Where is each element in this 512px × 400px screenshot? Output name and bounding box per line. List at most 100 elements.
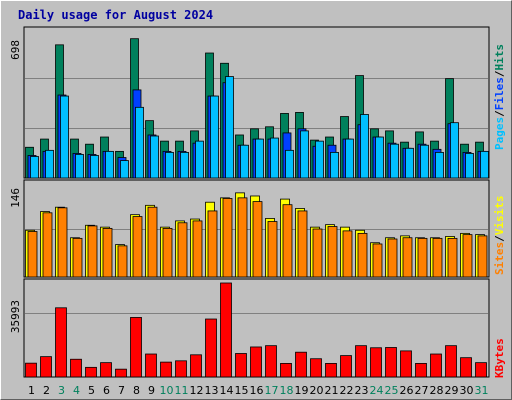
bar-sites-day-11 — [177, 222, 188, 278]
legend-entry-sep: / — [493, 70, 506, 77]
x-tick-label: 25 — [385, 384, 399, 397]
legend-entry-pages: Pages — [493, 117, 506, 150]
bar-pages-day-1 — [30, 156, 39, 179]
bar-kbytes-day-5 — [85, 366, 97, 378]
bar-pages-day-27 — [420, 144, 429, 179]
x-tick-label: 7 — [118, 384, 125, 397]
bar-pages-day-6 — [105, 150, 114, 179]
bar-sites-day-17 — [267, 221, 278, 278]
bar-kbytes-day-23 — [355, 345, 367, 378]
bar-pages-day-5 — [90, 155, 99, 179]
bar-sites-day-30 — [462, 234, 473, 278]
x-tick-label: 28 — [430, 384, 444, 397]
bar-kbytes-day-7 — [115, 368, 127, 378]
panel-bottom: 35993 — [9, 278, 490, 378]
bar-sites-day-8 — [132, 216, 143, 278]
bar-sites-day-25 — [387, 238, 398, 278]
bar-sites-day-12 — [192, 220, 203, 278]
x-tick-label: 2 — [43, 384, 50, 397]
bar-kbytes-day-8 — [130, 317, 142, 378]
bar-sites-day-18 — [282, 204, 293, 278]
bar-kbytes-day-19 — [295, 351, 307, 378]
bar-kbytes-day-9 — [145, 353, 157, 378]
axis-max-label: 146 — [9, 188, 22, 208]
x-tick-label: 14 — [220, 384, 234, 397]
bar-kbytes-day-31 — [475, 362, 487, 378]
bar-sites-day-19 — [297, 210, 308, 278]
bar-kbytes-day-6 — [100, 362, 112, 378]
x-tick-label: 20 — [310, 384, 324, 397]
bar-kbytes-day-30 — [460, 357, 472, 378]
bar-pages-day-21 — [330, 151, 339, 179]
x-tick-label: 13 — [205, 384, 219, 397]
bar-pages-day-24 — [375, 136, 384, 179]
bar-sites-day-10 — [162, 227, 173, 278]
bar-pages-day-15 — [240, 144, 249, 179]
bar-pages-day-31 — [480, 150, 489, 179]
bar-pages-day-20 — [315, 140, 324, 179]
bar-sites-day-24 — [372, 243, 383, 278]
bar-kbytes-day-14 — [220, 282, 232, 378]
bar-kbytes-day-13 — [205, 318, 217, 378]
x-tick-label: 27 — [415, 384, 429, 397]
bar-kbytes-day-26 — [400, 350, 412, 378]
bar-pages-day-13 — [210, 95, 219, 179]
x-tick-label: 6 — [103, 384, 110, 397]
bar-sites-day-1 — [27, 231, 38, 278]
bar-sites-day-7 — [117, 245, 128, 278]
x-tick-label: 26 — [400, 384, 414, 397]
x-tick-label: 21 — [325, 384, 339, 397]
bar-kbytes-day-16 — [250, 346, 262, 378]
bar-kbytes-day-25 — [385, 347, 397, 378]
bar-pages-day-30 — [465, 153, 474, 179]
legend-bottom: KBytes — [493, 338, 506, 378]
bar-kbytes-day-21 — [325, 363, 337, 378]
bar-pages-day-10 — [165, 151, 174, 179]
legend-entry-visits: Visits — [493, 196, 506, 236]
bar-kbytes-day-12 — [190, 354, 202, 378]
bar-kbytes-day-11 — [175, 360, 187, 378]
bar-sites-day-9 — [147, 206, 158, 278]
x-tick-label: 22 — [340, 384, 354, 397]
bar-sites-day-14 — [222, 198, 233, 278]
bar-pages-day-19 — [300, 130, 309, 179]
bar-pages-day-29 — [450, 122, 459, 179]
x-tick-label: 10 — [160, 384, 174, 397]
x-tick-label: 3 — [58, 384, 65, 397]
x-tick-label: 11 — [175, 384, 189, 397]
bar-pages-day-16 — [255, 138, 264, 179]
x-tick-label: 8 — [133, 384, 140, 397]
x-tick-label: 12 — [190, 384, 204, 397]
axis-max-label: 35993 — [9, 300, 22, 333]
legend-top: Pages/Files/Hits — [493, 44, 506, 150]
bar-sites-day-5 — [87, 225, 98, 278]
bar-sites-day-26 — [402, 237, 413, 278]
bar-sites-day-22 — [342, 230, 353, 278]
bar-pages-day-28 — [435, 151, 444, 179]
x-tick-label: 31 — [475, 384, 489, 397]
x-tick-label: 9 — [148, 384, 155, 397]
x-tick-label: 23 — [355, 384, 369, 397]
bar-sites-day-3 — [57, 207, 68, 278]
bar-kbytes-day-15 — [235, 353, 247, 378]
panel-middle: 146 — [9, 179, 490, 278]
bar-pages-day-22 — [345, 138, 354, 179]
legend-entry-sep: / — [493, 235, 506, 242]
bar-kbytes-day-3 — [55, 307, 67, 378]
bar-pages-day-4 — [75, 154, 84, 179]
bar-pages-day-17 — [270, 137, 279, 179]
bar-sites-day-27 — [417, 237, 428, 278]
bar-pages-day-26 — [405, 147, 414, 179]
bar-kbytes-day-20 — [310, 358, 322, 378]
bar-kbytes-day-2 — [40, 356, 52, 378]
bar-kbytes-day-28 — [430, 353, 442, 378]
x-tick-label: 15 — [235, 384, 249, 397]
bar-pages-day-7 — [120, 160, 129, 179]
bar-kbytes-day-4 — [70, 358, 82, 378]
x-tick-label: 30 — [460, 384, 474, 397]
axis-max-label: 698 — [9, 40, 22, 60]
legend-entry-kbytes: KBytes — [493, 338, 506, 378]
x-tick-label: 1 — [28, 384, 35, 397]
bar-pages-day-23 — [360, 114, 369, 179]
